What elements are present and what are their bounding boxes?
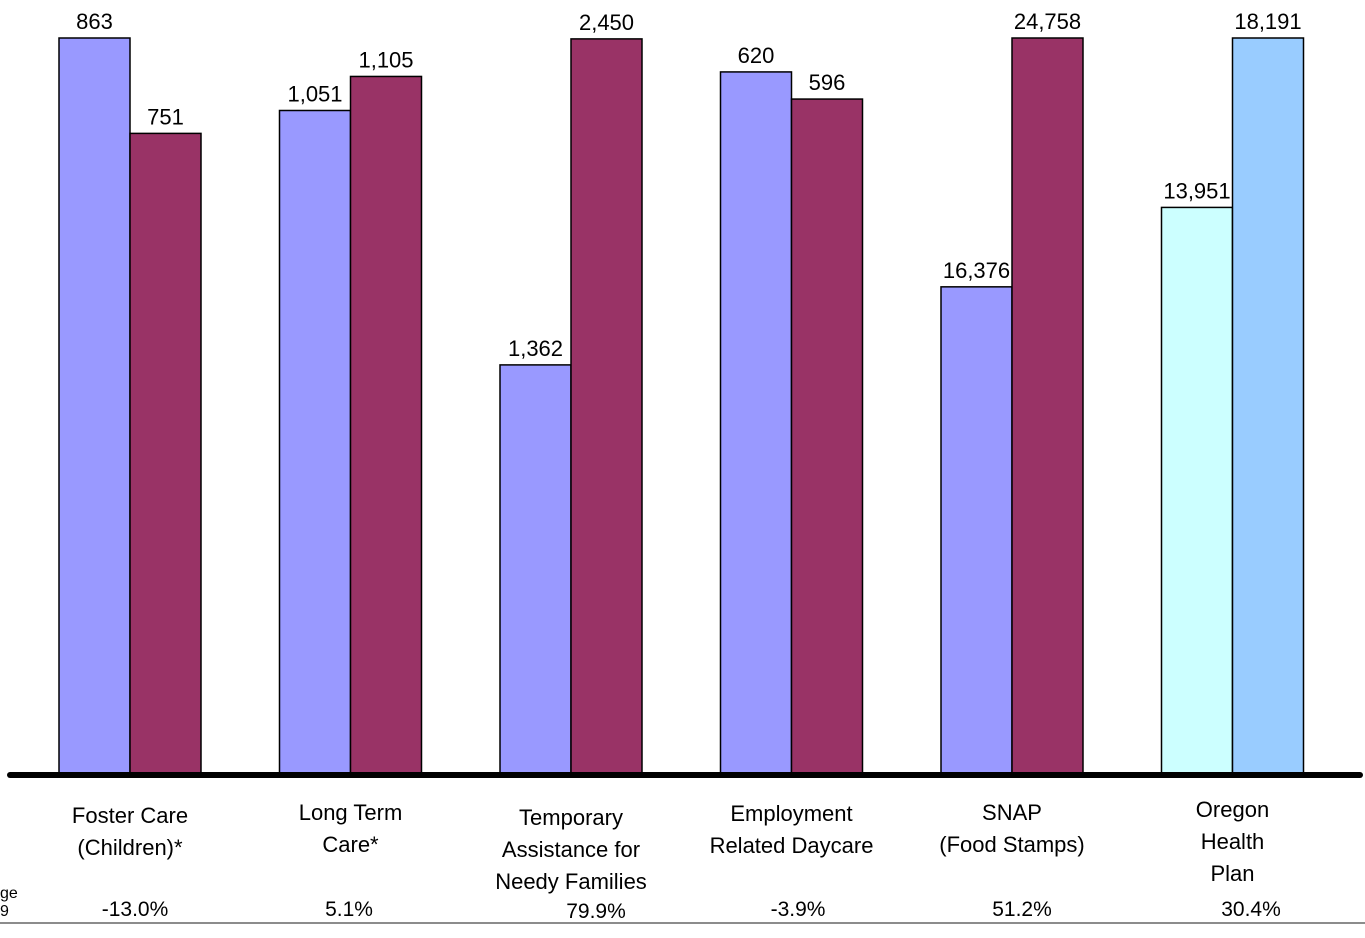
left-edge-text-1: ge	[0, 885, 18, 902]
percent-change-2: 5.1%	[325, 898, 373, 921]
category-label-6: Oregon Health Plan	[1195, 797, 1270, 886]
data-label-2-second: 1,105	[358, 47, 413, 72]
bar-6-second	[1231, 37, 1305, 774]
category-label-2: Long Term Care*	[298, 800, 403, 857]
category-label-3: Temporary Assistance for Needy Families	[495, 805, 647, 894]
category-label-1: Foster Care (Children)*	[71, 803, 189, 860]
category-label-5: SNAP (Food Stamps)	[939, 800, 1085, 857]
bar-1-second	[129, 132, 202, 774]
percent-change-1: -13.0%	[101, 898, 169, 921]
bar-3-first	[499, 364, 572, 774]
data-label-6-second: 18,191	[1234, 9, 1301, 34]
percent-change-4: -3.9%	[770, 898, 826, 921]
bar-5-second	[1011, 37, 1084, 774]
bar-4-first	[719, 71, 793, 774]
data-label-2-first: 1,051	[287, 81, 342, 106]
left-edge-text-2: 9	[0, 903, 9, 920]
data-label-4-second: 596	[809, 70, 846, 95]
category-label-4: Employment Related Daycare	[709, 801, 874, 858]
data-label-5-first: 16,376	[943, 258, 1010, 283]
percent-change-3: 79.9%	[566, 900, 626, 923]
bar-1-first	[58, 37, 131, 774]
bar-2-second	[349, 75, 423, 774]
percent-change-5: 51.2%	[992, 898, 1052, 921]
bar-4-second	[790, 98, 864, 774]
bar-3-second	[570, 38, 643, 774]
data-label-1-second: 751	[147, 104, 184, 129]
percent-change-6: 30.4%	[1221, 898, 1281, 921]
data-label-5-second: 24,758	[1014, 9, 1081, 34]
bottom-rule	[0, 922, 1365, 924]
bar-2-first	[278, 109, 352, 774]
bar-6-first	[1160, 206, 1234, 774]
bar-5-first	[940, 286, 1013, 774]
data-label-3-first: 1,362	[508, 336, 563, 361]
data-label-1-first: 863	[76, 9, 113, 34]
data-label-3-second: 2,450	[579, 10, 634, 35]
data-label-6-first: 13,951	[1163, 178, 1230, 203]
data-label-4-first: 620	[738, 43, 775, 68]
